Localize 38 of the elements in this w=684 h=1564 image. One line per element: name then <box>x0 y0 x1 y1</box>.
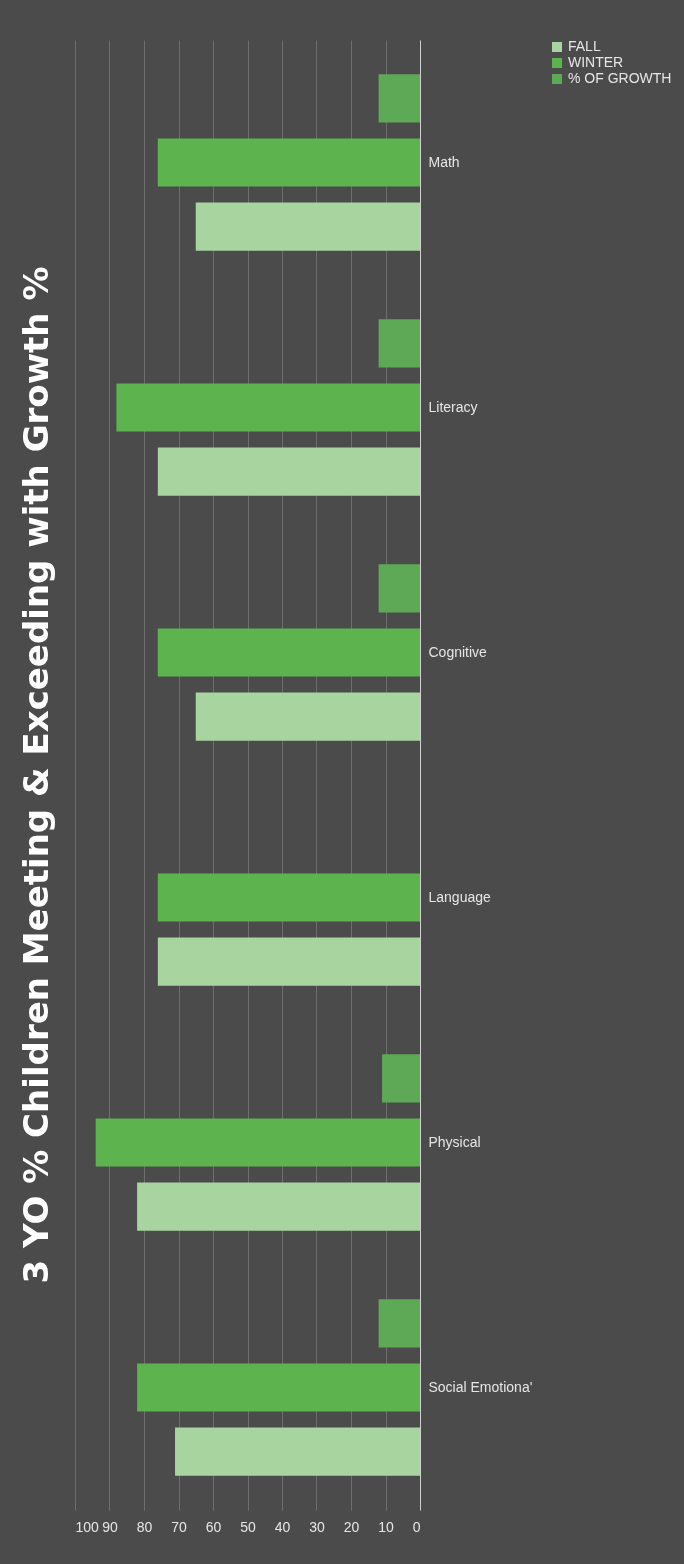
legend-label: WINTER <box>568 54 624 70</box>
bar <box>137 1182 420 1231</box>
bar <box>195 202 420 251</box>
x-tick-label: 30 <box>309 1518 325 1535</box>
x-tick-label: 100 <box>75 1518 100 1535</box>
bar <box>382 1054 420 1103</box>
x-tick-label: 60 <box>205 1518 222 1535</box>
y-tick-label: Language <box>428 888 491 905</box>
x-tick-label: 90 <box>102 1518 118 1535</box>
x-tick-label: 80 <box>136 1518 153 1535</box>
bar <box>195 692 420 741</box>
bar <box>95 1118 420 1167</box>
bar <box>378 319 420 368</box>
text: 3 YO % Children Meeting & Exceeding with Growth % <box>16 266 56 1284</box>
y-tick-label: Math <box>428 153 460 170</box>
bar <box>378 74 420 123</box>
x-tick-label: 20 <box>343 1518 360 1535</box>
bar <box>157 628 420 677</box>
legend-label: FALL <box>568 38 601 54</box>
bar <box>378 564 420 613</box>
x-tick-label: 10 <box>378 1518 394 1535</box>
y-tick-label: Social Emotiona' <box>428 1378 533 1395</box>
bar <box>175 1427 420 1476</box>
x-tick-label: 50 <box>240 1518 256 1535</box>
bar <box>157 138 420 187</box>
x-tick-label: 70 <box>171 1518 187 1535</box>
y-tick-label: Literacy <box>428 398 478 415</box>
bar <box>116 383 420 432</box>
y-tick-label: Physical <box>428 1133 481 1150</box>
x-tick-label: 40 <box>274 1518 291 1535</box>
bar <box>157 873 420 922</box>
bar <box>137 1363 420 1412</box>
bar <box>378 1299 420 1348</box>
bar <box>157 937 420 986</box>
y-tick-label: Cognitive <box>428 643 488 660</box>
legend-label: % OF GROWTH <box>568 70 672 86</box>
x-tick-label: 0 <box>412 1518 421 1535</box>
bar <box>157 447 420 496</box>
